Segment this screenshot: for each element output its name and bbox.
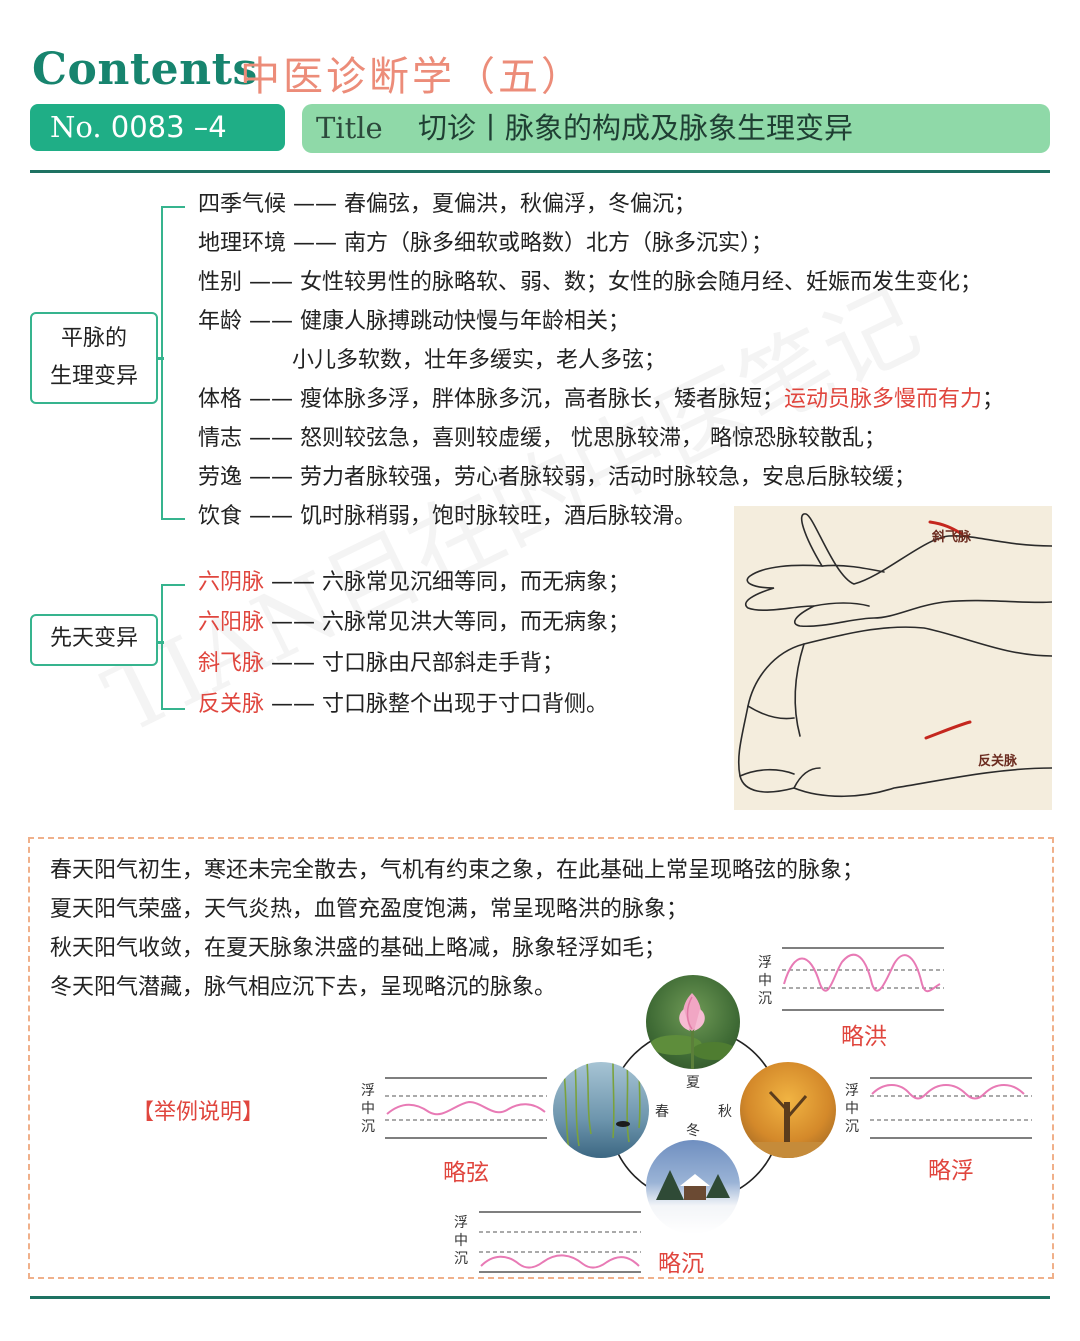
fanguan-label: 反关脉	[978, 754, 1018, 769]
summer-wave-label: 略洪	[841, 1024, 887, 1050]
number-value: 0083 –4	[110, 110, 227, 144]
example-label: 【举例说明】	[132, 1100, 265, 1125]
summer-paragraph: 夏天阳气荣盛，天气炎热，血管充盈度饱满，常呈现略洪的脉象；	[50, 897, 689, 922]
physiology-label-box: 平脉的 生理变异	[30, 312, 158, 404]
autumn-wave-line	[871, 1084, 1025, 1100]
top-divider	[30, 170, 1050, 173]
title-prefix: Title	[316, 111, 383, 145]
autumn-paragraph: 秋天阳气收敛，在夏天脉象洪盛的基础上略减，脉象轻浮如毛；	[50, 936, 667, 961]
autumn-wave-label: 略浮	[928, 1158, 974, 1184]
autumn-levels: 浮中沉	[845, 1083, 859, 1135]
congenital-bracket	[161, 584, 185, 710]
lotus-icon	[650, 993, 736, 1069]
season-spring: 春	[655, 1104, 669, 1120]
autumn-tree-icon	[740, 1090, 836, 1158]
season-summer: 夏	[686, 1075, 700, 1091]
physiology-item-age-detail: 小儿多软数，壮年多缓实，老人多弦；	[292, 348, 667, 373]
physiology-bracket-tick	[158, 357, 164, 360]
spring-wave-label: 略弦	[443, 1160, 489, 1186]
spring-paragraph: 春天阳气初生，寒还未完全散去，气机有约束之象，在此基础上常呈现略弦的脉象；	[50, 858, 865, 883]
physiology-item-season: 四季气候 —— 春偏弦，夏偏洪，秋偏浮，冬偏沉；	[198, 192, 697, 217]
seasons-box	[28, 837, 1054, 1279]
xiefei-pulse-mark	[928, 520, 964, 536]
winter-snow-photo	[646, 1140, 740, 1234]
congenital-item-liuyin: 六阴脉 —— 六脉常见沉细等同，而无病象；	[198, 570, 631, 595]
spring-levels: 浮中沉	[361, 1083, 375, 1135]
summer-wave-line	[783, 953, 941, 993]
physiology-item-diet: 饮食 —— 饥时脉稍弱，饱时脉较旺，酒后脉较滑。	[198, 504, 697, 529]
congenital-bracket-tick	[158, 641, 164, 644]
hand-drawing	[737, 513, 1052, 798]
autumn-wave-chart	[870, 1077, 1032, 1139]
summer-wave-chart	[782, 947, 944, 1011]
summer-lotus-photo	[646, 975, 740, 1069]
contents-title: Contents	[32, 44, 258, 95]
athlete-highlight: 运动员脉多慢而有力	[784, 387, 983, 412]
hand-pulse-illustration: 斜飞脉 反关脉	[734, 506, 1052, 810]
winter-wave-label: 略沉	[658, 1251, 704, 1277]
number-badge: No. 0083 –4	[30, 104, 285, 151]
xiefei-label: 斜飞脉	[932, 530, 972, 545]
winter-wave-chart	[479, 1211, 641, 1273]
bottom-divider	[30, 1296, 1050, 1299]
winter-levels: 浮中沉	[454, 1215, 468, 1267]
physiology-item-gender: 性别 —— 女性较男性的脉略软、弱、数；女性的脉会随月经、妊娠而发生变化；	[198, 270, 983, 295]
physiology-item-body: 体格 —— 瘦体脉多浮，胖体脉多沉，高者脉长，矮者脉短；运动员脉多慢而有力；	[198, 387, 1005, 412]
physiology-label-line1: 平脉的	[60, 326, 127, 351]
physiology-item-age: 年龄 —— 健康人脉搏跳动快慢与年龄相关；	[198, 309, 631, 334]
physiology-item-labor: 劳逸 —— 劳力者脉较强，劳心者脉较弱，活动时脉较急，安息后脉较缓；	[198, 465, 917, 490]
willow-icon	[562, 1062, 641, 1153]
number-prefix: No.	[50, 110, 102, 144]
spring-wave-line	[386, 1100, 546, 1116]
congenital-label-box: 先天变异	[30, 614, 158, 666]
fanguan-pulse-mark	[924, 720, 972, 740]
winter-paragraph: 冬天阳气潜藏，脉气相应沉下去，呈现略沉的脉象。	[50, 975, 557, 1000]
season-winter: 冬	[686, 1123, 700, 1139]
congenital-item-liuyang: 六阳脉 —— 六脉常见洪大等同，而无病象；	[198, 610, 631, 635]
autumn-tree-photo	[740, 1062, 836, 1158]
course-subtitle: 中医诊断学（五）	[240, 54, 584, 100]
winter-house-icon	[656, 1170, 730, 1200]
physiology-label-line2: 生理变异	[49, 364, 138, 389]
congenital-item-fanguan: 反关脉 —— 寸口脉整个出现于寸口背侧。	[198, 692, 609, 717]
spring-willow-photo	[553, 1062, 649, 1158]
title-text: 切诊丨脉象的构成及脉象生理变异	[417, 111, 853, 145]
spring-wave-chart	[385, 1077, 547, 1139]
physiology-bracket	[161, 206, 185, 520]
physiology-item-geography: 地理环境 —— 南方（脉多细软或略数）北方（脉多沉实）；	[198, 231, 774, 256]
title-banner: Title 切诊丨脉象的构成及脉象生理变异	[302, 104, 1050, 153]
season-autumn: 秋	[718, 1104, 732, 1120]
summer-levels: 浮中沉	[758, 955, 772, 1007]
physiology-item-emotion: 情志 —— 怒则较弦急，喜则较虚缓， 忧思脉较滞， 略惊恐脉较散乱；	[198, 426, 887, 451]
winter-wave-line	[480, 1254, 640, 1269]
congenital-item-xiefei: 斜飞脉 —— 寸口脉由尺部斜走手背；	[198, 651, 565, 676]
